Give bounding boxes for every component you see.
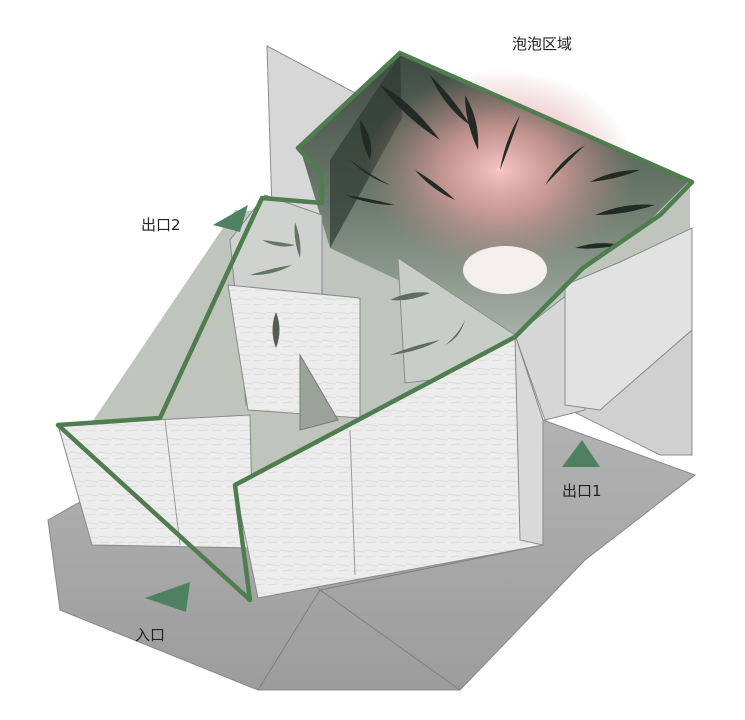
exit-1-arrow-icon [562, 440, 600, 467]
maze-outline-main [57, 50, 695, 601]
exit-1-label: 出口1 [562, 482, 602, 500]
bubble-zone-label: 泡泡区域 [512, 35, 573, 53]
entrance-label: 入口 [135, 626, 166, 644]
exit-2-arrow-icon [213, 205, 248, 232]
front-left-wall [57, 414, 254, 549]
bubble-room-back-wall [330, 55, 402, 248]
exit-2-label: 出口2 [141, 216, 181, 234]
diamond-mark [272, 312, 280, 348]
partition-marks [390, 292, 465, 355]
floor-light-spot [463, 246, 547, 294]
entrance-arrow-icon [145, 582, 190, 612]
triangle-partition [299, 353, 339, 431]
maze-outline-front [55, 422, 253, 603]
bubble-marks [345, 75, 655, 249]
right-outer-wall [564, 227, 693, 411]
center-white-panel [227, 284, 361, 419]
upper-left-marks [250, 222, 301, 276]
